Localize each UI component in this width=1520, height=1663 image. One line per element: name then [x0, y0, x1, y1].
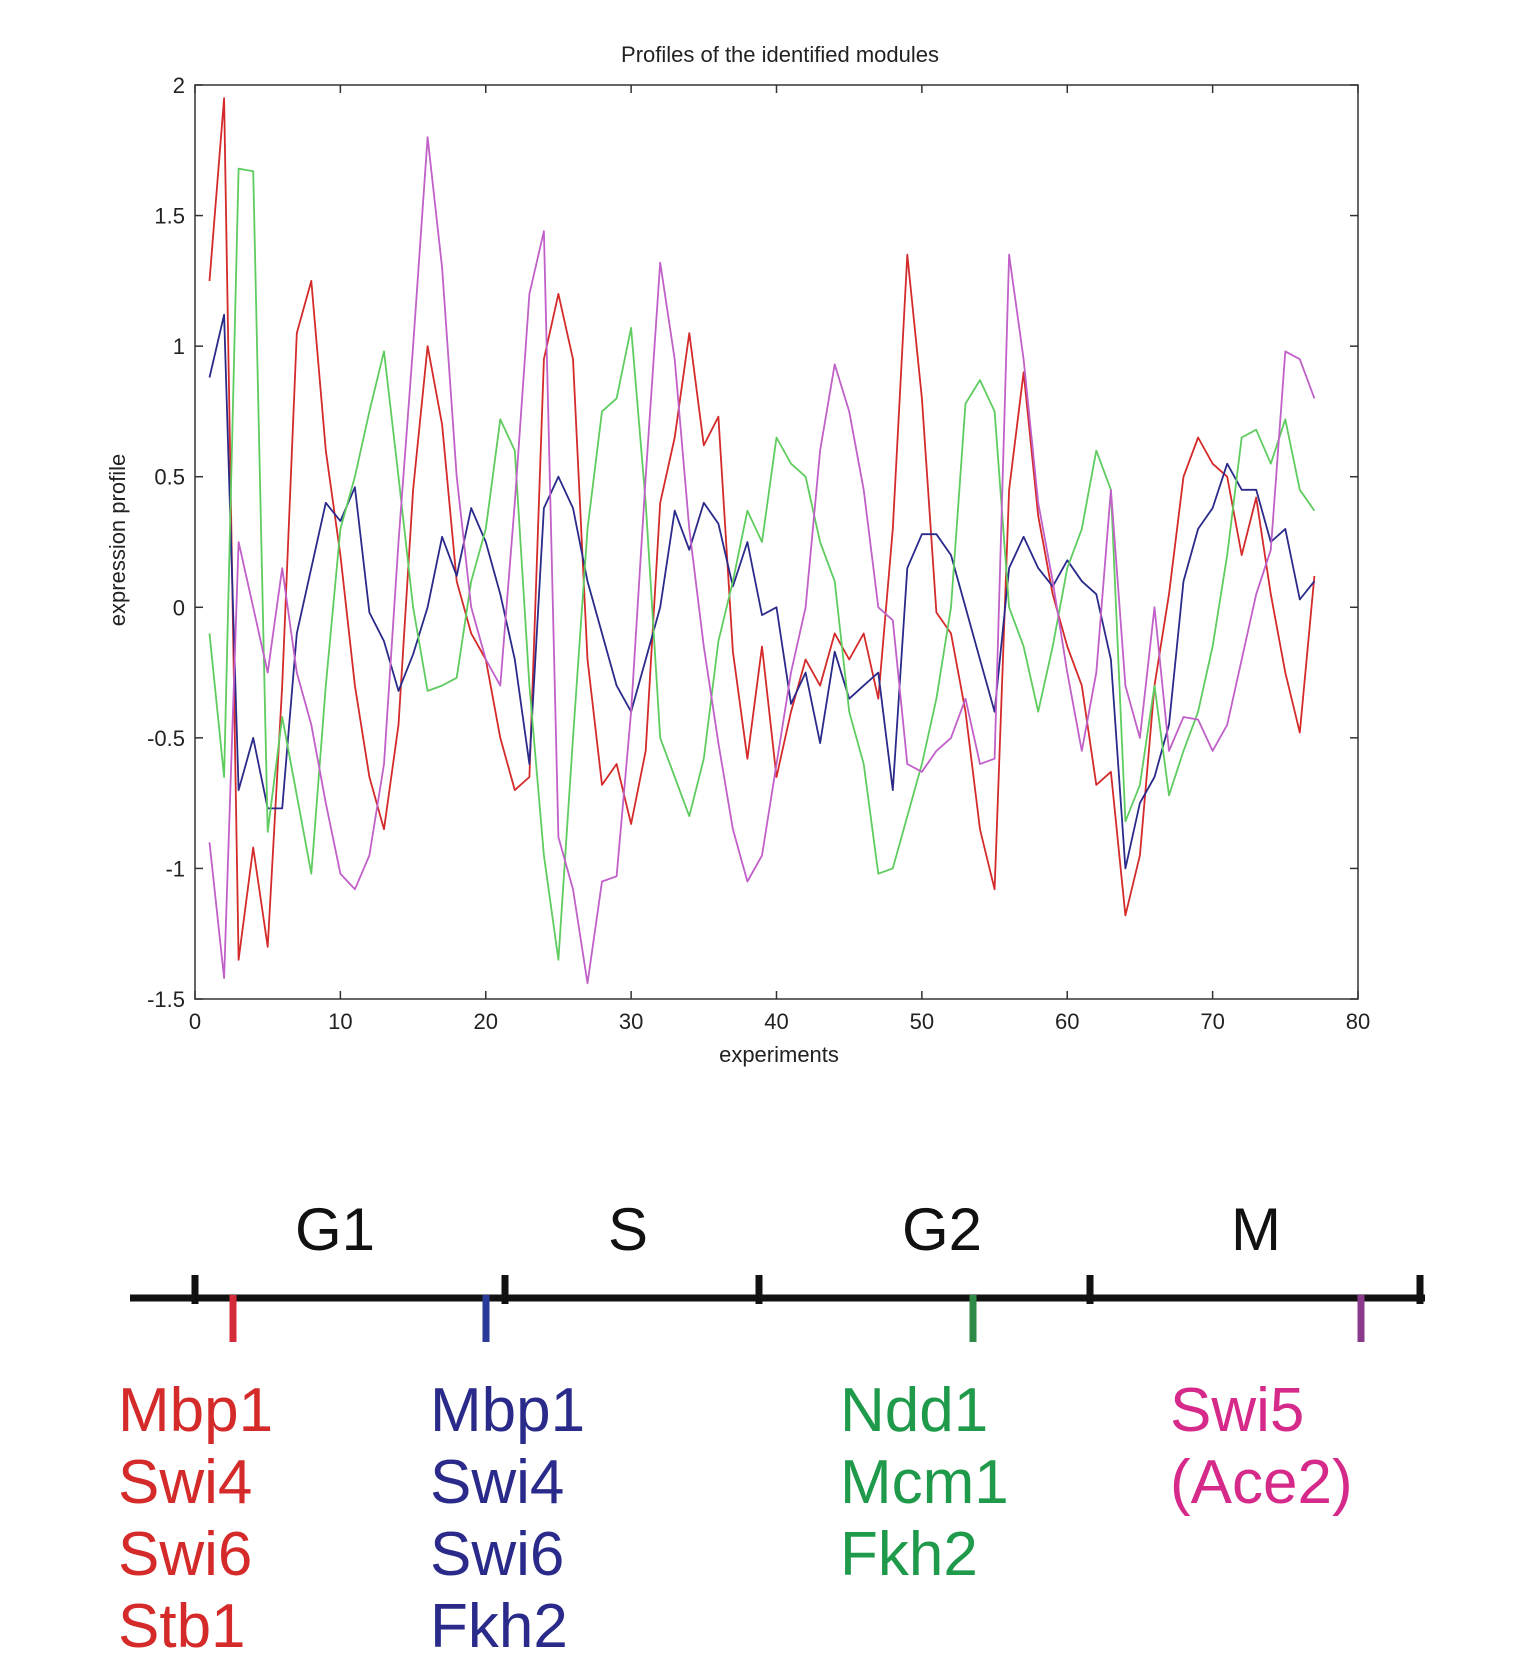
x-tick-label: 60: [1055, 1009, 1079, 1034]
x-tick-label: 70: [1200, 1009, 1224, 1034]
phase-label-m: M: [1231, 1196, 1281, 1263]
y-tick-label: -1.5: [147, 987, 185, 1012]
regulator-name: Swi4: [430, 1448, 565, 1517]
phase-label-s: S: [608, 1196, 648, 1263]
regulator-name: Swi4: [118, 1448, 253, 1517]
x-tick-label: 20: [474, 1009, 498, 1034]
y-tick-label: 0: [173, 595, 185, 620]
regulator-name: Swi6: [118, 1520, 253, 1589]
g1-late-regulators: Mbp1 Swi4 Swi6 Fkh2: [430, 1375, 585, 1663]
phase-label-g2: G2: [902, 1196, 982, 1263]
regulator-name: Mbp1: [430, 1376, 586, 1445]
chart-title: Profiles of the identified modules: [621, 42, 939, 67]
series-line-3: [208, 167, 1316, 961]
regulator-name: Mcm1: [840, 1448, 1009, 1517]
regulator-name: Swi5: [1170, 1376, 1305, 1445]
plot-frame: [194, 84, 1359, 1000]
axis-ticks: 0 10 20 30 40 50 60 70 80 -1.5 -1 -0.5 0 0.5 1 1.5 2: [147, 73, 1370, 1034]
x-tick-label: 80: [1346, 1009, 1370, 1034]
y-tick-label: 1: [173, 334, 185, 359]
m-regulators: Swi5 (Ace2): [1170, 1375, 1353, 1519]
y-tick-label: 2: [173, 73, 185, 98]
x-tick-label: 30: [619, 1009, 643, 1034]
x-axis-title: experiments: [719, 1042, 839, 1067]
y-tick-label: 1.5: [154, 204, 185, 229]
cell-cycle-diagram: G1 S G2 M: [130, 1196, 1425, 1342]
regulator-name: Fkh2: [430, 1592, 568, 1661]
series-line-2: [208, 313, 1316, 870]
y-tick-label: -0.5: [147, 726, 185, 751]
series-group: [208, 97, 1316, 985]
regulator-name: (Ace2): [1170, 1448, 1353, 1517]
line-chart: Profiles of the identified modules 0 10 20…: [105, 42, 1370, 1067]
regulator-name: Mbp1: [118, 1376, 274, 1445]
x-tick-label: 50: [910, 1009, 934, 1034]
regulator-name: Ndd1: [840, 1376, 989, 1445]
g2-regulators: Ndd1 Mcm1 Fkh2: [840, 1375, 1009, 1591]
y-tick-label: 0.5: [154, 465, 185, 490]
x-tick-label: 0: [189, 1009, 201, 1034]
x-tick-label: 40: [764, 1009, 788, 1034]
y-tick-label: -1: [165, 856, 185, 881]
regulator-name: Stb1: [118, 1592, 246, 1661]
regulator-name: Fkh2: [840, 1520, 978, 1589]
series-line-4: [208, 136, 1316, 985]
x-tick-label: 10: [328, 1009, 352, 1034]
series-line-1: [208, 97, 1316, 961]
phase-label-g1: G1: [295, 1196, 375, 1263]
g1-early-regulators: Mbp1 Swi4 Swi6 Stb1: [118, 1375, 273, 1663]
y-axis-title: expression profile: [105, 454, 130, 626]
regulator-name: Swi6: [430, 1520, 565, 1589]
